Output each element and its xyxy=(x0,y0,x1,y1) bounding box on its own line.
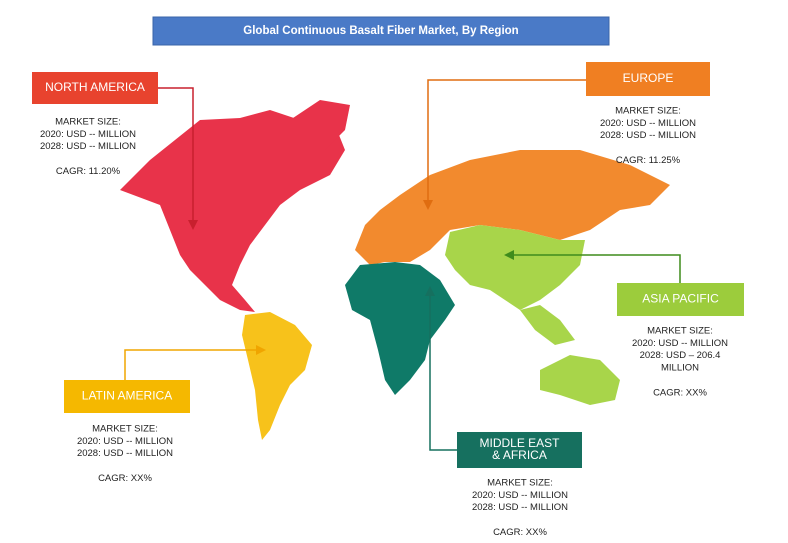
arrow-head xyxy=(188,220,198,230)
region-name: NORTH AMERICA xyxy=(45,80,145,94)
europe-russia xyxy=(355,150,670,265)
region-label-box xyxy=(617,283,744,316)
africa xyxy=(345,262,455,395)
cagr: CAGR: XX% xyxy=(98,473,152,484)
arrow xyxy=(124,349,258,380)
region-label-box xyxy=(64,380,190,413)
title: Global Continuous Basalt Fiber Market, B… xyxy=(243,25,518,37)
market-size-line: 2020: USD -- MILLION xyxy=(40,129,136,140)
arrow-head xyxy=(256,345,266,355)
market-size-label: MARKET SIZE: xyxy=(55,117,121,128)
market-size-line: MILLION xyxy=(661,362,699,373)
title-box xyxy=(152,16,610,46)
market-size-line: 2028: USD – 206.4 xyxy=(640,350,721,361)
region-name: MIDDLE EAST xyxy=(479,436,560,450)
region-label-box xyxy=(457,432,582,468)
arrow-head xyxy=(425,286,435,296)
arrow-head xyxy=(423,200,433,210)
region-name: ASIA PACIFIC xyxy=(642,292,719,306)
north-america xyxy=(120,110,345,312)
cagr: CAGR: XX% xyxy=(493,527,547,538)
market-size-line: 2020: USD -- MILLION xyxy=(77,436,173,447)
cagr: CAGR: 11.20% xyxy=(56,166,121,177)
market-size-line: 2020: USD -- MILLION xyxy=(472,490,568,501)
region-name: & AFRICA xyxy=(492,448,547,462)
asia xyxy=(445,225,585,310)
market-size-label: MARKET SIZE: xyxy=(615,106,681,117)
arrow xyxy=(429,294,457,451)
market-size-label: MARKET SIZE: xyxy=(92,424,158,435)
market-size-line: 2020: USD -- MILLION xyxy=(632,338,728,349)
cagr: CAGR: 11.25% xyxy=(616,155,681,166)
arrow xyxy=(158,87,194,222)
world-map xyxy=(120,100,670,440)
region-name: LATIN AMERICA xyxy=(82,389,172,403)
market-size-line: 2028: USD -- MILLION xyxy=(77,448,173,459)
market-size-label: MARKET SIZE: xyxy=(647,326,713,337)
region-label-box xyxy=(32,72,158,104)
arrow xyxy=(512,254,681,283)
region-label-box xyxy=(586,62,710,96)
southeast-asia xyxy=(520,305,575,345)
market-size-line: 2028: USD -- MILLION xyxy=(472,502,568,513)
market-size-label: MARKET SIZE: xyxy=(487,478,553,489)
greenland xyxy=(290,100,350,150)
market-size-line: 2028: USD -- MILLION xyxy=(600,130,696,141)
arrow xyxy=(427,79,586,202)
latin-america xyxy=(242,312,312,440)
cagr: CAGR: XX% xyxy=(653,387,707,398)
australia xyxy=(540,355,620,405)
arrow-head xyxy=(504,250,514,260)
market-size-line: 2028: USD -- MILLION xyxy=(40,141,136,152)
market-size-line: 2020: USD -- MILLION xyxy=(600,118,696,129)
region-name: EUROPE xyxy=(623,71,674,85)
